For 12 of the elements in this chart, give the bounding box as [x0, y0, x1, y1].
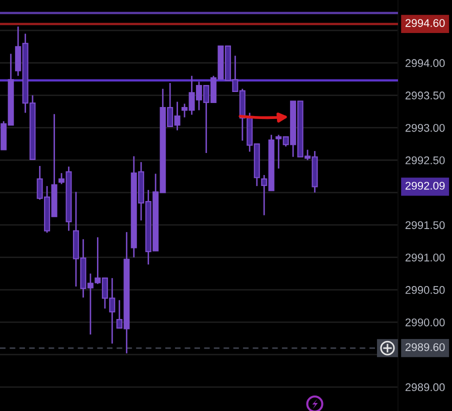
y-tick-label: 2989.00	[406, 383, 445, 392]
y-tick-label: 2990.50	[406, 286, 445, 294]
text: 2992.09	[406, 182, 445, 190]
y-tick-label: 2990.00	[406, 318, 445, 326]
ref-line-label: 2994.60	[406, 19, 445, 27]
y-tick-label: 2993.50	[406, 92, 445, 100]
y-tick-label: 2993.00	[406, 124, 445, 132]
y-tick-label: 2994.00	[406, 59, 445, 68]
y-tick-label: 2992.50	[406, 156, 445, 164]
ref-line-label: 2989.60	[406, 343, 445, 352]
y-tick-label: 2991.00	[406, 254, 445, 262]
y-tick-label: 2991.50	[406, 221, 445, 230]
